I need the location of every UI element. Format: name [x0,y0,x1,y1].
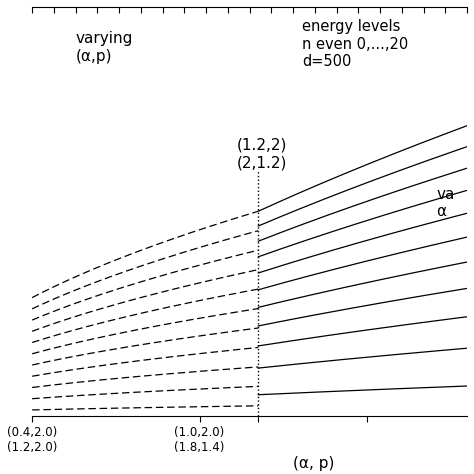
Text: varying
(α,p): varying (α,p) [76,31,133,64]
Text: va
α: va α [437,187,455,219]
Text: energy levels
n even 0,...,20
d=500: energy levels n even 0,...,20 d=500 [302,19,408,69]
Text: (1.2,2)
(2,1.2): (1.2,2) (2,1.2) [237,138,287,170]
Text: (α, p): (α, p) [293,456,335,472]
